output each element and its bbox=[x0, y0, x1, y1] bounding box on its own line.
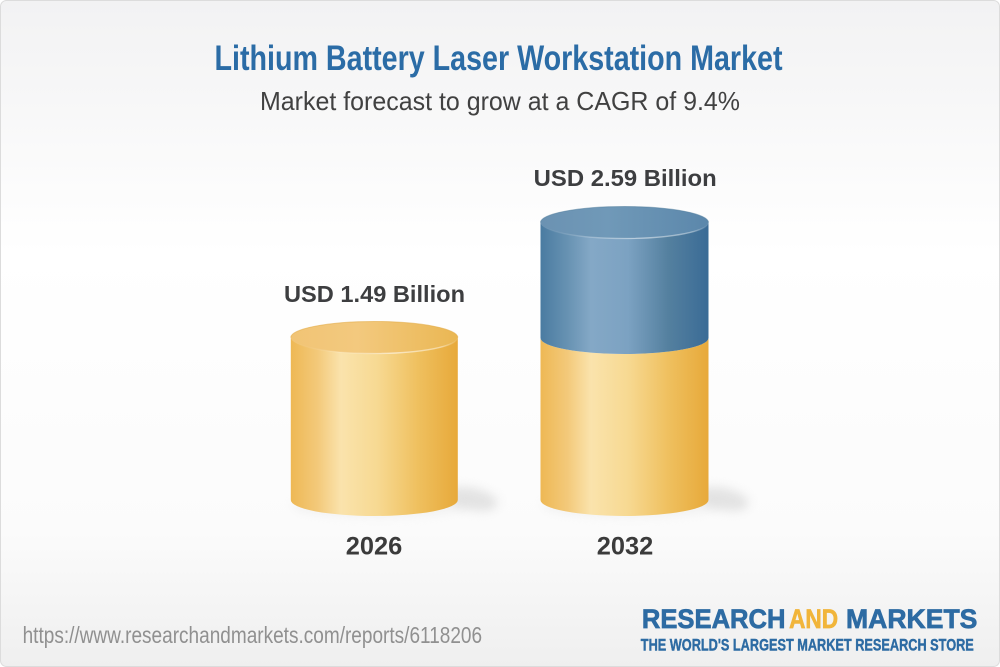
svg-text:USD 2.59 Billion: USD 2.59 Billion bbox=[534, 165, 717, 191]
svg-text:https://www.researchandmarkets: https://www.researchandmarkets.com/repor… bbox=[23, 622, 483, 648]
svg-text:2032: 2032 bbox=[597, 532, 654, 560]
svg-text:RESEARCH: RESEARCH bbox=[642, 604, 786, 634]
svg-text:MARKETS: MARKETS bbox=[846, 604, 977, 634]
svg-text:USD 1.49 Billion: USD 1.49 Billion bbox=[284, 281, 465, 307]
svg-text:AND: AND bbox=[789, 604, 838, 634]
svg-text:THE WORLD'S LARGEST MARKET RES: THE WORLD'S LARGEST MARKET RESEARCH STOR… bbox=[641, 636, 974, 655]
svg-text:Lithium Battery Laser Workstat: Lithium Battery Laser Workstation Market bbox=[215, 39, 783, 78]
svg-text:Market forecast to grow at a C: Market forecast to grow at a CAGR of 9.4… bbox=[260, 86, 740, 116]
svg-text:2026: 2026 bbox=[346, 532, 403, 560]
